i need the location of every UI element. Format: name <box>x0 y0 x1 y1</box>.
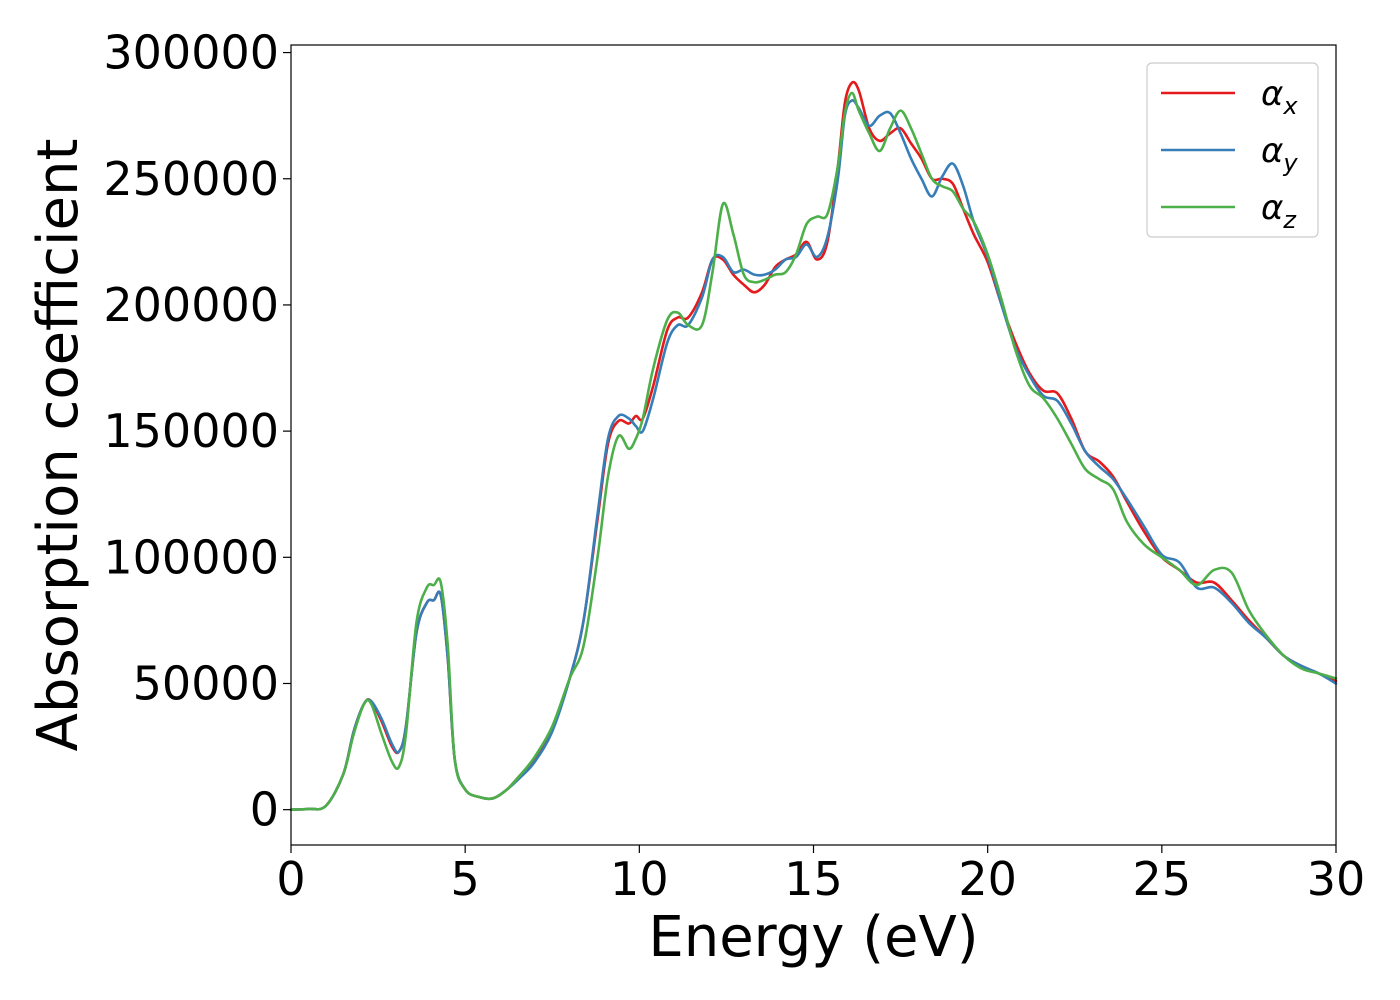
legend-label-base: α <box>1261 188 1283 228</box>
x-tick-label: 5 <box>451 852 480 906</box>
x-tick-label: 0 <box>276 852 305 906</box>
x-tick-label: 25 <box>1133 852 1192 906</box>
x-tick-label: 20 <box>958 852 1017 906</box>
y-tick-label: 200000 <box>103 278 279 332</box>
y-axis: 0 50000 100000 150000 200000 250000 300000 <box>103 26 291 837</box>
x-tick-label: 30 <box>1307 852 1366 906</box>
y-tick-label: 300000 <box>103 26 279 80</box>
legend-label-subscript: x <box>1282 92 1298 120</box>
legend-label-subscript: z <box>1282 206 1297 234</box>
legend-label-subscript: y <box>1282 149 1298 177</box>
y-tick-label: 50000 <box>133 656 279 710</box>
x-axis: 0 5 10 15 20 25 30 <box>276 845 1365 906</box>
y-axis-title: Absorption coefficient <box>26 139 91 752</box>
legend-label-base: α <box>1261 131 1283 171</box>
y-tick-label: 0 <box>250 783 279 837</box>
x-tick-label: 15 <box>784 852 843 906</box>
x-tick-label: 10 <box>610 852 669 906</box>
y-tick-label: 150000 <box>103 404 279 458</box>
x-axis-title: Energy (eV) <box>648 905 978 970</box>
legend-label-base: α <box>1261 74 1283 114</box>
y-tick-label: 100000 <box>103 530 279 584</box>
y-tick-label: 250000 <box>103 152 279 206</box>
